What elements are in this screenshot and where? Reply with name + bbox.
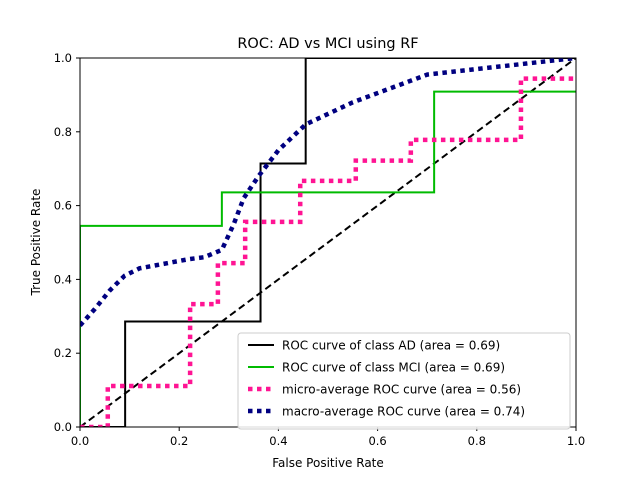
series-line-1 [80, 90, 576, 427]
x-axis-label: False Positive Rate [272, 456, 384, 470]
series-line-3 [80, 58, 576, 328]
legend-label: macro-average ROC curve (area = 0.74) [282, 405, 525, 419]
legend: ROC curve of class AD (area = 0.69) ROC c… [237, 332, 571, 430]
series-line-4 [80, 58, 576, 427]
plot-area [80, 58, 576, 427]
legend-label: micro-average ROC curve (area = 0.56) [282, 383, 521, 397]
x-axis: 0.0 0.2 0.4 0.6 0.8 1.0 [71, 427, 585, 448]
x-tick-label: 0.6 [368, 434, 386, 448]
x-tick-label: 1.0 [567, 434, 585, 448]
y-tick-label: 0.2 [54, 346, 72, 360]
y-tick-label: 0.6 [54, 199, 72, 213]
chart-title: ROC: AD vs MCI using RF [237, 36, 418, 52]
series-line-2 [80, 76, 576, 427]
x-tick-label: 0.8 [468, 434, 486, 448]
y-tick-label: 0.4 [54, 272, 72, 286]
y-axis-label: True Positive Rate [29, 189, 43, 297]
legend-label: ROC curve of class MCI (area = 0.69) [282, 361, 505, 375]
legend-label: ROC curve of class AD (area = 0.69) [282, 339, 500, 353]
legend-box [237, 332, 571, 430]
y-tick-label: 0.8 [54, 125, 72, 139]
y-tick-label: 1.0 [54, 51, 72, 65]
x-tick-label: 0.2 [170, 434, 188, 448]
y-axis: 0.0 0.2 0.4 0.6 0.8 1.0 [54, 51, 80, 434]
series-line-0 [80, 58, 576, 427]
x-tick-label: 0.4 [269, 434, 287, 448]
y-tick-label: 0.0 [54, 420, 72, 434]
x-tick-label: 0.0 [71, 434, 89, 448]
